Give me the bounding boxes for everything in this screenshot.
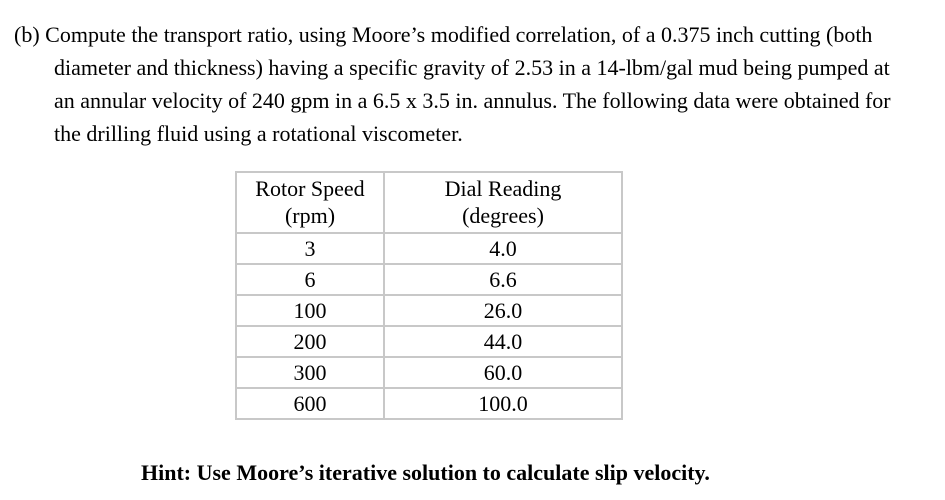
hint-text: Hint: Use Moore’s iterative solution to … bbox=[141, 460, 710, 485]
table-row: 100 26.0 bbox=[235, 294, 623, 327]
rotor-speed-cell: 6 bbox=[235, 263, 385, 296]
dial-reading-header-unit: (degrees) bbox=[462, 203, 544, 228]
dial-reading-cell: 60.0 bbox=[383, 356, 623, 389]
table-row: 6 6.6 bbox=[235, 263, 623, 296]
dial-reading-cell: 100.0 bbox=[383, 387, 623, 420]
problem-text: (b) Compute the transport ratio, using M… bbox=[14, 22, 891, 146]
table-row: 600 100.0 bbox=[235, 387, 623, 420]
dial-reading-cell: 6.6 bbox=[383, 263, 623, 296]
table-row: 200 44.0 bbox=[235, 325, 623, 358]
dial-reading-cell: 26.0 bbox=[383, 294, 623, 327]
rotor-speed-header: Rotor Speed (rpm) bbox=[235, 171, 385, 234]
rotor-speed-header-unit: (rpm) bbox=[284, 203, 336, 228]
table-row: 300 60.0 bbox=[235, 356, 623, 389]
rotor-speed-cell: 200 bbox=[235, 325, 385, 358]
dial-reading-cell: 44.0 bbox=[383, 325, 623, 358]
dial-reading-cell: 4.0 bbox=[383, 232, 623, 265]
table-row: 3 4.0 bbox=[235, 232, 623, 265]
rotor-speed-cell: 100 bbox=[235, 294, 385, 327]
viscometer-data-table: Rotor Speed (rpm) Dial Reading (degrees)… bbox=[235, 171, 623, 420]
problem-statement: (b) Compute the transport ratio, using M… bbox=[14, 18, 914, 150]
table-header-row: Rotor Speed (rpm) Dial Reading (degrees) bbox=[235, 171, 623, 234]
rotor-speed-cell: 300 bbox=[235, 356, 385, 389]
rotor-speed-cell: 3 bbox=[235, 232, 385, 265]
dial-reading-header-label: Dial Reading bbox=[444, 176, 562, 201]
rotor-speed-header-label: Rotor Speed bbox=[255, 176, 365, 201]
rotor-speed-cell: 600 bbox=[235, 387, 385, 420]
dial-reading-header: Dial Reading (degrees) bbox=[383, 171, 623, 234]
